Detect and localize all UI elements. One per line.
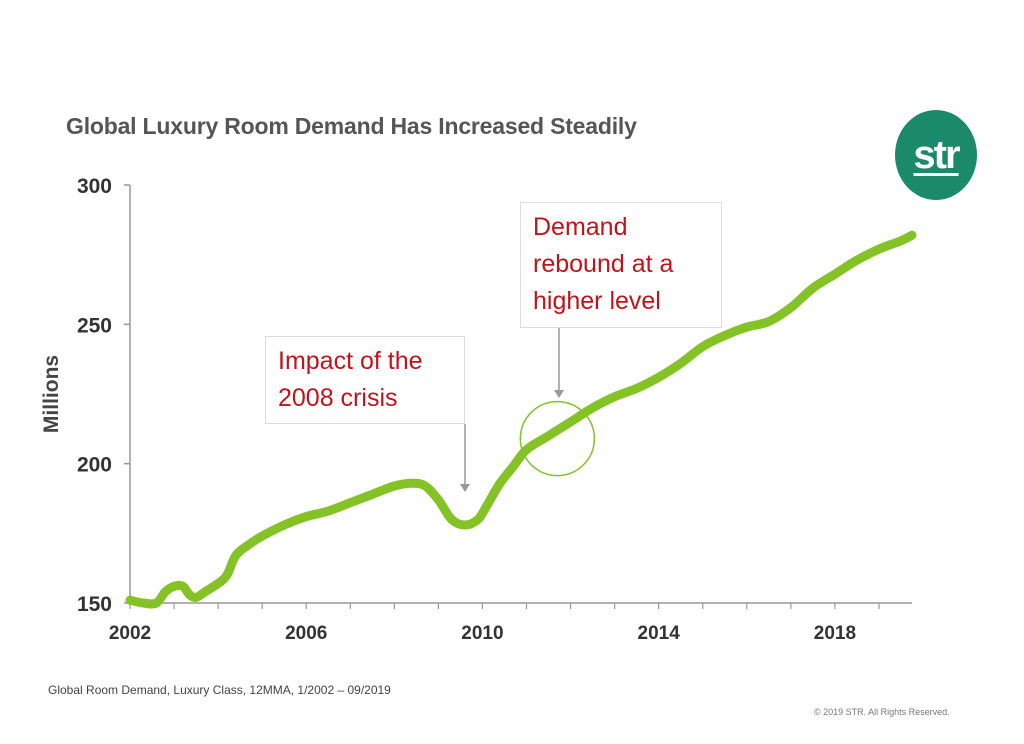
annotation-rebound: Demand rebound at a higher level <box>520 202 722 328</box>
y-tick-label: 300 <box>77 175 112 198</box>
rebound-arrow-head <box>554 390 564 398</box>
crisis-arrow-head <box>460 484 470 492</box>
y-tick-label: 200 <box>77 454 112 477</box>
x-tick-label: 2006 <box>285 623 327 644</box>
str-logo: str <box>895 110 977 200</box>
source-note: Global Room Demand, Luxury Class, 12MMA,… <box>48 683 391 697</box>
y-tick-label: 250 <box>77 314 112 337</box>
highlight-circle <box>519 400 596 477</box>
logo-text: str <box>913 132 960 177</box>
series-line-demand <box>125 230 917 609</box>
chart-title: Global Luxury Room Demand Has Increased … <box>66 113 637 139</box>
x-tick-label: 2002 <box>109 623 151 644</box>
y-axis-label: Millions <box>40 355 63 433</box>
x-tick-label: 2018 <box>814 623 856 644</box>
annotation-crisis: Impact of the 2008 crisis <box>265 336 465 424</box>
copyright-note: © 2019 STR. All Rights Reserved. <box>814 707 950 717</box>
x-tick-label: 2010 <box>461 623 503 644</box>
x-tick-label: 2014 <box>638 623 681 644</box>
y-tick-label: 150 <box>77 593 112 616</box>
